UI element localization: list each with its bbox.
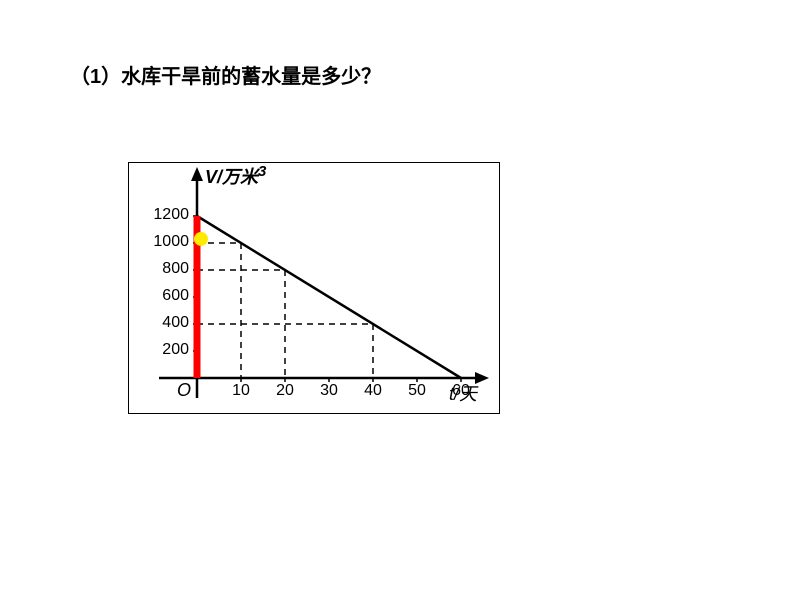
x-tick-label: 10 [226, 382, 256, 400]
y-axis-label-text: V/万米 [205, 167, 258, 187]
y-tick-label: 1200 [149, 206, 189, 224]
y-axis-label: V/万米3 [205, 163, 266, 189]
x-tick-label: 60 [446, 382, 476, 400]
y-tick-label: 800 [149, 260, 189, 278]
y-tick-label: 600 [149, 287, 189, 305]
x-tick-label: 50 [402, 382, 432, 400]
chart-container: V/万米3 t/天 O 20040060080010001200 1020304… [128, 162, 500, 414]
origin-label: O [177, 380, 191, 401]
y-tick-label: 1000 [149, 233, 189, 251]
question-text: （1）水库干旱前的蓄水量是多少？ [70, 60, 381, 89]
y-tick-label: 200 [149, 341, 189, 359]
y-tick-label: 400 [149, 314, 189, 332]
x-tick-label: 40 [358, 382, 388, 400]
x-tick-label: 30 [314, 382, 344, 400]
y-axis-label-sup: 3 [258, 163, 266, 180]
x-tick-label: 20 [270, 382, 300, 400]
